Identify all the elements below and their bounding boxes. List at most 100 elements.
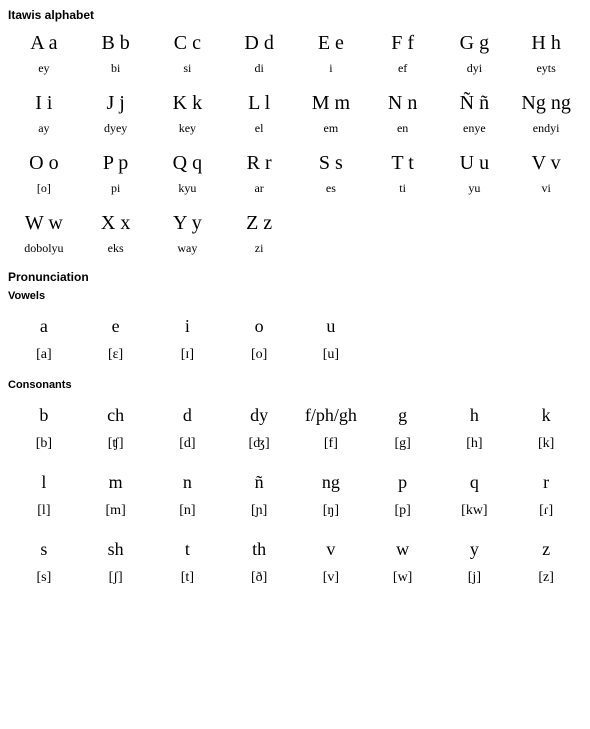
vowel-ipa: [a]: [8, 347, 80, 377]
consonants-row-2-ipa: [l] [m] [n] [ɲ] [ŋ] [p] [kw] [ɾ]: [8, 503, 582, 533]
vowel-letter: a: [8, 310, 80, 347]
alpha-name: ef: [367, 57, 439, 88]
pronunciation-title: Pronunciation: [8, 270, 582, 284]
cons-ipa: [s]: [8, 570, 80, 600]
cons-ipa: [b]: [8, 436, 80, 466]
alpha-letter: [295, 208, 367, 237]
alpha-letter: Y y: [152, 208, 224, 237]
alphabet-row-1-names: ey bi si di i ef dyi eyts: [8, 57, 582, 88]
alpha-letter: W w: [8, 208, 80, 237]
cons-letter: p: [367, 466, 439, 503]
cons-letter: z: [510, 533, 582, 570]
cons-letter: f/ph/gh: [295, 399, 367, 436]
alpha-letter: C c: [152, 28, 224, 57]
vowels-ipa: [a] [ɛ] [ɪ] [o] [u]: [8, 347, 582, 377]
alpha-name: [439, 237, 511, 268]
cons-letter: v: [295, 533, 367, 570]
alpha-letter: M m: [295, 88, 367, 117]
alpha-name: ar: [223, 177, 295, 208]
cons-ipa: [f]: [295, 436, 367, 466]
alpha-name: ti: [367, 177, 439, 208]
cons-letter: g: [367, 399, 439, 436]
cons-letter: r: [510, 466, 582, 503]
vowel-ipa: [510, 347, 582, 377]
cons-ipa: [m]: [80, 503, 152, 533]
cons-ipa: [ɾ]: [510, 503, 582, 533]
alpha-name: es: [295, 177, 367, 208]
alpha-letter: E e: [295, 28, 367, 57]
cons-ipa: [p]: [367, 503, 439, 533]
vowel-ipa: [ɛ]: [80, 347, 152, 377]
alphabet-title: Itawis alphabet: [8, 8, 582, 22]
alphabet-row-1-letters: A a B b C c D d E e F f G g H h: [8, 28, 582, 57]
vowel-letter: [367, 310, 439, 347]
alpha-name: di: [223, 57, 295, 88]
cons-ipa: [z]: [510, 570, 582, 600]
alpha-name: em: [295, 117, 367, 148]
cons-letter: dy: [223, 399, 295, 436]
alpha-name: vi: [510, 177, 582, 208]
cons-letter: l: [8, 466, 80, 503]
vowel-letter: [510, 310, 582, 347]
alpha-name: eyts: [510, 57, 582, 88]
cons-letter: n: [152, 466, 224, 503]
alpha-letter: [367, 208, 439, 237]
consonants-row-3-ipa: [s] [ʃ] [t] [ð] [v] [w] [j] [z]: [8, 570, 582, 600]
cons-ipa: [ʃ]: [80, 570, 152, 600]
cons-ipa: [l]: [8, 503, 80, 533]
alphabet-row-4-names: dobolyu eks way zi: [8, 237, 582, 268]
alpha-letter: V v: [510, 148, 582, 177]
consonants-row-1-letters: b ch d dy f/ph/gh g h k: [8, 399, 582, 436]
alpha-letter: R r: [223, 148, 295, 177]
alphabet-row-2-letters: I i J j K k L l M m N n Ñ ñ Ng ng: [8, 88, 582, 117]
cons-ipa: [ɲ]: [223, 503, 295, 533]
cons-ipa: [t]: [152, 570, 224, 600]
cons-letter: q: [439, 466, 511, 503]
alpha-name: ey: [8, 57, 80, 88]
vowel-ipa: [o]: [223, 347, 295, 377]
alpha-letter: Q q: [152, 148, 224, 177]
vowel-ipa: [439, 347, 511, 377]
consonants-row-1-ipa: [b] [ʧ] [d] [ʤ] [f] [g] [h] [k]: [8, 436, 582, 466]
alpha-name: eks: [80, 237, 152, 268]
vowel-ipa: [u]: [295, 347, 367, 377]
cons-ipa: [kw]: [439, 503, 511, 533]
cons-letter: h: [439, 399, 511, 436]
alphabet-row-3-names: [o] pi kyu ar es ti yu vi: [8, 177, 582, 208]
vowel-letter: [439, 310, 511, 347]
cons-letter: ñ: [223, 466, 295, 503]
vowels-title: Vowels: [8, 290, 582, 302]
alpha-name: key: [152, 117, 224, 148]
alpha-letter: I i: [8, 88, 80, 117]
alpha-letter: G g: [439, 28, 511, 57]
alpha-letter: U u: [439, 148, 511, 177]
alpha-letter: P p: [80, 148, 152, 177]
vowel-ipa: [ɪ]: [152, 347, 224, 377]
consonants-row-3-letters: s sh t th v w y z: [8, 533, 582, 570]
alpha-letter: L l: [223, 88, 295, 117]
cons-letter: ng: [295, 466, 367, 503]
alpha-name: bi: [80, 57, 152, 88]
alphabet-row-2-names: ay dyey key el em en enye endyi: [8, 117, 582, 148]
cons-letter: k: [510, 399, 582, 436]
cons-ipa: [ʧ]: [80, 436, 152, 466]
alpha-name: dyey: [80, 117, 152, 148]
consonants-row-2-letters: l m n ñ ng p q r: [8, 466, 582, 503]
cons-ipa: [v]: [295, 570, 367, 600]
alpha-name: kyu: [152, 177, 224, 208]
alpha-letter: A a: [8, 28, 80, 57]
alpha-letter: [439, 208, 511, 237]
alpha-letter: F f: [367, 28, 439, 57]
alpha-name: enye: [439, 117, 511, 148]
alpha-name: ay: [8, 117, 80, 148]
alpha-letter: Ng ng: [510, 88, 582, 117]
alpha-letter: T t: [367, 148, 439, 177]
cons-letter: w: [367, 533, 439, 570]
vowel-ipa: [367, 347, 439, 377]
cons-ipa: [d]: [152, 436, 224, 466]
alpha-name: [510, 237, 582, 268]
alpha-name: dyi: [439, 57, 511, 88]
cons-letter: sh: [80, 533, 152, 570]
alpha-name: [295, 237, 367, 268]
alpha-letter: H h: [510, 28, 582, 57]
